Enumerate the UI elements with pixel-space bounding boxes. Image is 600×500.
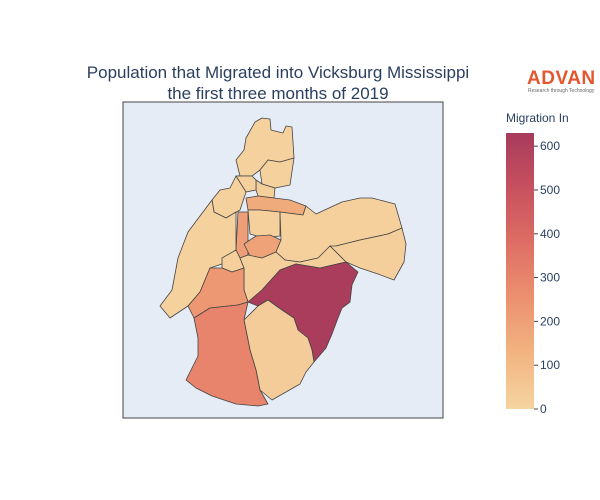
colorbar-tick-label: 300 [540, 271, 560, 285]
region[interactable] [329, 227, 407, 281]
colorbar-tick-label: 200 [540, 314, 560, 328]
chart-title-line-1: Population that Migrated into Vicksburg … [87, 63, 469, 82]
logo-tagline: Research through Technology [528, 88, 595, 94]
colorbar-tick-label: 0 [540, 402, 547, 416]
colorbar-tick-label: 500 [540, 183, 560, 197]
region[interactable] [235, 211, 249, 259]
colorbar-tick-label: 100 [540, 358, 560, 372]
region[interactable] [185, 301, 269, 407]
advan-logo: ADVAN Research through Technology [527, 68, 596, 94]
colorbar: Migration In 0 100 200 300 400 500 600 [506, 111, 569, 416]
colorbar-tick-label: 600 [540, 139, 560, 153]
region-layer [159, 117, 407, 407]
logo-wordmark: ADVAN [527, 68, 596, 89]
region[interactable] [247, 209, 281, 239]
colorbar-gradient [506, 133, 534, 409]
chart-title-line-2: the first three months of 2019 [167, 84, 388, 103]
region[interactable] [235, 175, 257, 193]
colorbar-title: Migration In [506, 111, 569, 125]
colorbar-tick-label: 400 [540, 227, 560, 241]
